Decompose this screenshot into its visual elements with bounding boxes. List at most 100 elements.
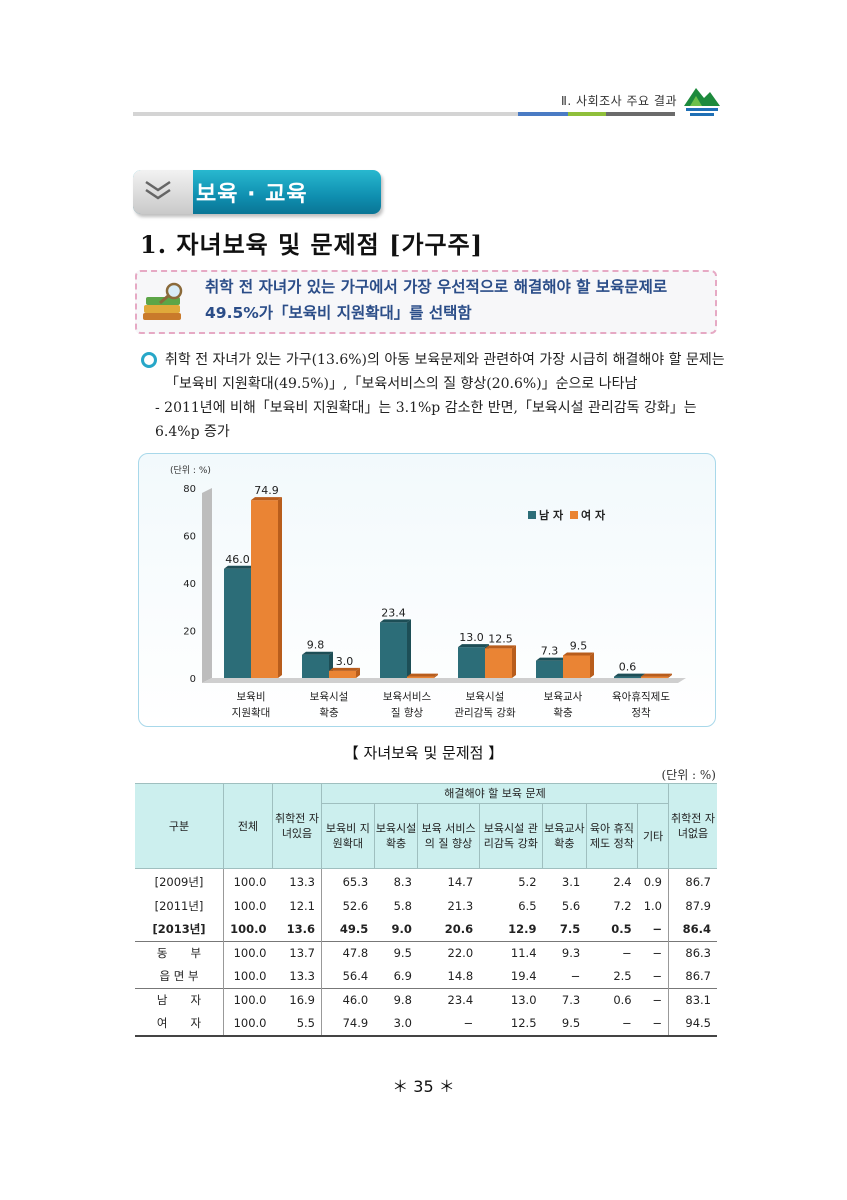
table-row: 읍 면 부 100.0 13.3 56.4 6.9 14.8 19.4−2.5−86.7 [135, 964, 717, 988]
bar-female-side [278, 497, 282, 678]
table-cell: 23.4 [417, 987, 480, 1012]
table-cell: 2.4 [613, 874, 632, 889]
page-title: 1. 자녀보육 및 문제점 [가구주] [140, 230, 484, 259]
category-label-line1: 보육시설 [466, 691, 505, 703]
table-cell: − [637, 1011, 669, 1037]
table-cell: 9.5 [542, 1011, 587, 1037]
category-label-line2: 질 향상 [391, 707, 424, 719]
table-cell: 13.0 [479, 987, 543, 1012]
table-cell: 9.5 [374, 940, 418, 965]
table-cell: − [586, 1011, 638, 1037]
data-label-male: 0.6 [619, 661, 637, 674]
table-cell: 21.3 [447, 899, 474, 913]
table-cell: 3.1 [561, 874, 581, 889]
y-tick-label: 20 [183, 627, 196, 638]
table-cell: 100.0 [233, 969, 267, 983]
bar-female [407, 676, 434, 679]
row-label: [2013년] [135, 917, 224, 941]
table-cell: 9.0 [391, 922, 412, 936]
bar-male [302, 654, 329, 678]
bar-male-top [224, 565, 255, 569]
chapter-header: Ⅱ. 사회조사 주요 결과 [561, 94, 677, 108]
bar-female-side [356, 667, 360, 678]
row-label: [2009년] [135, 868, 224, 895]
table-cell: 3.0 [374, 1011, 418, 1037]
th-c6: 육아 휴직제도 정착 [585, 803, 639, 869]
body-paragraph-1: 취학 전 자녀가 있는 가구(13.6%)의 아동 보육문제와 관련하여 가장 … [165, 352, 725, 392]
summary-text: 취학 전 자녀가 있는 가구에서 가장 우선적으로 해결해야 할 보육문제로 4… [205, 274, 715, 326]
table-cell: 2.5 [613, 969, 632, 983]
table-cell: 12.5 [479, 1011, 543, 1037]
table-cell: 19.4 [510, 969, 537, 983]
table-cell: − [417, 1011, 480, 1037]
bar-female-side [668, 673, 672, 678]
data-label-male: 13.0 [459, 631, 484, 644]
bar-female [251, 500, 278, 678]
table-cell: 13.3 [272, 964, 322, 988]
th-c1: 보육비 지원확대 [321, 803, 375, 869]
bar-male-side [407, 619, 411, 678]
legend-swatch-female [570, 511, 578, 519]
table-cell: 14.8 [447, 969, 474, 983]
bar-female-top [563, 652, 594, 656]
table-cell: 100.0 [230, 922, 267, 936]
row-label: 여 자 [135, 1011, 224, 1037]
category-label-line2: 지원확대 [232, 706, 271, 719]
table-cell: 86.4 [682, 922, 711, 936]
th-c7: 기타 [637, 803, 669, 869]
y-tick-label: 40 [183, 579, 196, 590]
th-group: 해결해야 할 보육 문제 [321, 783, 669, 804]
table-cell: 11.4 [479, 940, 543, 965]
bar-female [329, 670, 356, 678]
table-cell: 100.0 [223, 940, 273, 965]
table-cell: 6.5 [518, 899, 537, 913]
table-cell: 6.9 [393, 969, 412, 983]
row-label: [2011년] [135, 894, 224, 918]
th-c5: 보육교사 확충 [542, 803, 587, 869]
table-cell: − [570, 969, 581, 983]
table-body: [2009년] 100.0 13.3 65.3 8.3 14.7 5.2 3.1 2.4 0.9 8… [135, 868, 717, 1037]
table-cell: 56.4 [342, 969, 369, 983]
bar-male [224, 568, 251, 678]
section-banner-title: 보육 · 교육 [196, 182, 308, 207]
th-has-child: 취학전 자녀있음 [272, 783, 322, 869]
table-cell: 1.0 [637, 894, 669, 918]
table-cell: 7.2 [613, 899, 632, 913]
data-label-male: 7.3 [541, 645, 559, 658]
category-label-line1: 보육비 [237, 691, 266, 703]
table-cell: 49.5 [339, 922, 369, 936]
table-row: 남 자 100.0 16.9 46.0 9.8 23.4 13.0 7.3 0.6−83.1 [135, 987, 717, 1012]
chart-unit-label: (단위 : %) [170, 465, 211, 476]
table-cell: − [637, 987, 669, 1012]
legend-label-female: 여 자 [581, 508, 606, 522]
table-row: 동 부 100.0 13.7 47.8 9.5 22.0 11.4 9.3− −86.3 [135, 940, 717, 965]
row-label: 남 자 [135, 987, 224, 1012]
table-cell: 14.7 [447, 874, 474, 889]
table-cell: 86.3 [668, 940, 717, 965]
table-cell: 65.3 [342, 874, 369, 889]
table-cell: 16.9 [272, 987, 322, 1012]
bar-male [380, 622, 407, 678]
y-tick-label: 60 [183, 532, 196, 543]
bar-male-top [536, 657, 567, 661]
table-cell: 5.8 [393, 899, 412, 913]
table-cell: 12.1 [272, 894, 322, 918]
y-tick-label: 80 [183, 484, 196, 495]
th-no-child: 취학전 자녀없음 [668, 783, 717, 869]
bar-female-top [251, 497, 282, 501]
bar-female-top [641, 673, 672, 677]
table-cell: 86.7 [685, 874, 711, 889]
th-total: 전체 [223, 783, 273, 869]
table-cell: 0.5 [611, 922, 632, 936]
bar-female [485, 648, 512, 678]
double-chevron-icon [145, 180, 171, 200]
chart-floor [202, 678, 686, 683]
bar-male-top [458, 644, 489, 648]
bar-female-top [329, 667, 360, 671]
bar-female-side [590, 652, 594, 678]
summary-box [135, 270, 717, 334]
bar-female [641, 676, 668, 679]
table-cell: 83.1 [668, 987, 717, 1012]
table-row: [2009년] 100.0 13.3 65.3 8.3 14.7 5.2 3.1 2.4 0.9 8… [135, 868, 717, 895]
data-label-female: 74.9 [254, 484, 279, 497]
